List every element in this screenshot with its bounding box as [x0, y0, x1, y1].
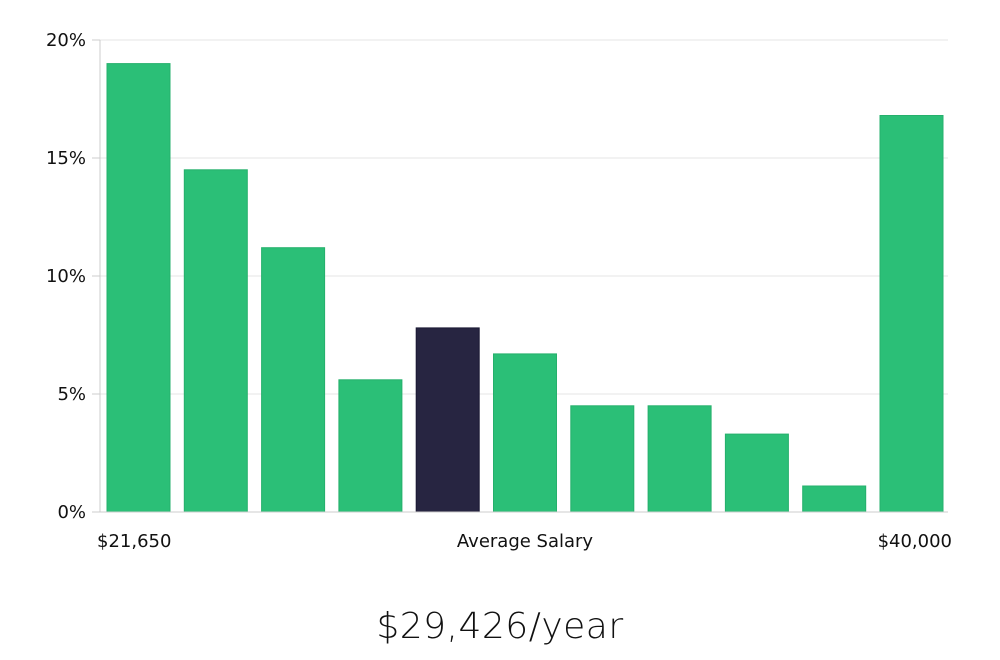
bar: [261, 247, 326, 513]
bars: [106, 63, 944, 513]
bar: [879, 115, 944, 513]
bar: [802, 485, 867, 513]
bar: [647, 405, 712, 513]
bar: [570, 405, 635, 513]
bar: [493, 353, 557, 513]
y-tick-labels: 0% 5% 10% 15% 20%: [46, 30, 86, 523]
y-tick-label: 5%: [57, 384, 86, 405]
bar: [183, 169, 248, 513]
y-tick-label: 15%: [46, 148, 86, 169]
salary-histogram-chart: 0% 5% 10% 15% 20% $21,650 Average Salary $40…: [46, 30, 952, 552]
y-tick-label: 0%: [57, 502, 86, 523]
axes: [92, 39, 948, 513]
x-min-label: $21,650: [97, 531, 171, 552]
x-max-label: $40,000: [878, 531, 952, 552]
x-axis-label: Average Salary: [457, 531, 594, 552]
average-salary-value: $29,426/year: [376, 606, 624, 647]
bar: [338, 379, 403, 513]
bar: [106, 63, 171, 513]
bar: [724, 433, 789, 513]
y-tick-label: 10%: [46, 266, 86, 287]
y-tick-label: 20%: [46, 30, 86, 51]
bar-average-salary: [415, 327, 480, 513]
